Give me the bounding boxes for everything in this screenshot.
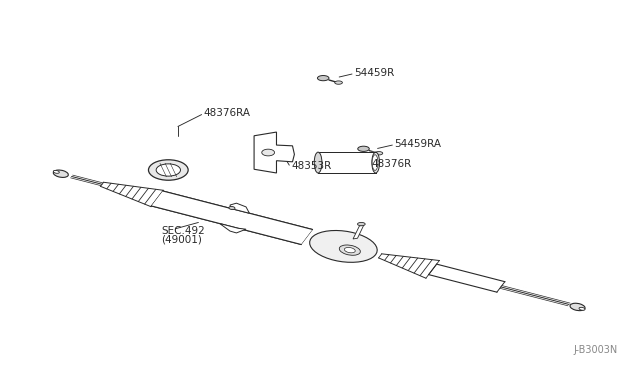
- Text: J-B3003N: J-B3003N: [573, 345, 618, 355]
- Text: 48376R: 48376R: [371, 159, 412, 169]
- Polygon shape: [310, 231, 377, 262]
- Ellipse shape: [335, 81, 342, 84]
- Text: SEC.492: SEC.492: [161, 226, 205, 235]
- Ellipse shape: [53, 170, 60, 173]
- Text: 48376RA: 48376RA: [204, 109, 250, 118]
- Ellipse shape: [372, 152, 380, 173]
- Ellipse shape: [375, 152, 383, 155]
- Text: (49001): (49001): [161, 235, 202, 245]
- Ellipse shape: [148, 160, 188, 180]
- Text: 54459RA: 54459RA: [394, 140, 441, 149]
- Ellipse shape: [262, 149, 275, 156]
- Ellipse shape: [229, 206, 235, 209]
- Polygon shape: [353, 225, 364, 239]
- Text: 48353R: 48353R: [291, 161, 332, 171]
- Ellipse shape: [339, 245, 360, 255]
- Ellipse shape: [314, 152, 322, 173]
- Polygon shape: [254, 132, 294, 173]
- Ellipse shape: [372, 155, 378, 170]
- Text: 54459R: 54459R: [354, 68, 394, 78]
- Ellipse shape: [53, 170, 68, 177]
- Polygon shape: [152, 191, 312, 244]
- Polygon shape: [220, 224, 246, 233]
- Ellipse shape: [358, 146, 369, 151]
- Ellipse shape: [156, 164, 180, 176]
- Ellipse shape: [344, 247, 355, 253]
- Ellipse shape: [317, 76, 329, 81]
- Ellipse shape: [579, 307, 585, 310]
- Ellipse shape: [570, 303, 585, 311]
- Polygon shape: [230, 203, 250, 213]
- Ellipse shape: [358, 222, 365, 226]
